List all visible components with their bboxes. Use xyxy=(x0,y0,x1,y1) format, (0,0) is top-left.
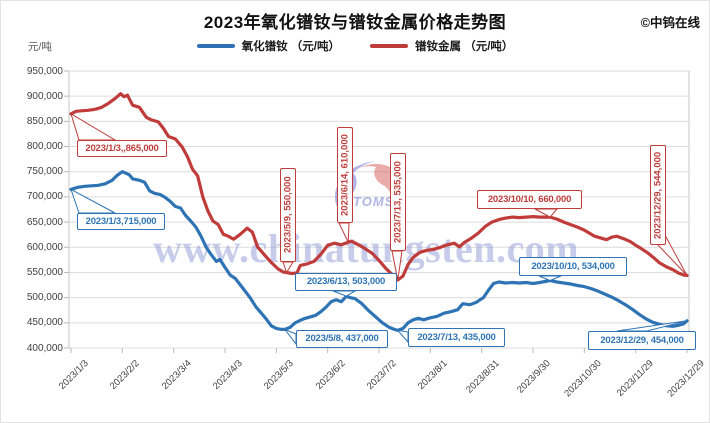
annotation-label: 2023/7/13, 535,000 xyxy=(390,153,406,251)
annotation-leader xyxy=(396,329,409,344)
annotation-leader xyxy=(282,261,294,274)
y-tick-label: 750,000 xyxy=(26,166,63,178)
copyright-label: ©中钨在线 xyxy=(640,16,700,30)
y-tick-label: 600,000 xyxy=(26,241,63,253)
annotation-label: 2023/5/8, 437,000 xyxy=(296,330,388,348)
plot-border xyxy=(68,70,690,349)
legend-line-swatch xyxy=(370,44,408,48)
chart-title: 2023年氧化镨钕与镨钕金属价格走势图 xyxy=(203,13,507,32)
annotation-label: 2023/12/29, 454,000 xyxy=(588,331,696,350)
y-tick-label: 400,000 xyxy=(26,342,63,354)
y-tick-label: 500,000 xyxy=(26,292,63,304)
annotation-label: 2023/6/13, 503,000 xyxy=(295,273,397,291)
annotation-label: 2023/10/10, 534,000 xyxy=(519,257,627,276)
y-tick-label: 700,000 xyxy=(26,191,63,203)
legend-label: 镨钕金属 （元/吨） xyxy=(415,41,514,53)
annotation-label: 2023/1/3,715,000 xyxy=(77,213,165,230)
legend-item-oxide: 氧化镨钕 （元/吨） xyxy=(196,38,340,54)
annotation-label: 2023/1/3,,865,000 xyxy=(77,140,167,157)
annotation-label: 2023/10/10, 660,000 xyxy=(477,190,582,209)
legend-item-metal: 镨钕金属 （元/吨） xyxy=(370,38,513,54)
logo-text: TOMS xyxy=(353,194,394,209)
annotation-leader xyxy=(332,290,357,297)
legend-label: 氧化镨钕 （元/吨） xyxy=(241,41,340,53)
annotation-label: 2023/12/29, 544,000 xyxy=(650,145,666,245)
annotation-label: 2023/7/13, 435,000 xyxy=(408,328,505,347)
annotation-leader xyxy=(538,275,562,282)
annotation-label: 2023/5/9, 550,000 xyxy=(280,168,296,262)
series-line-metal xyxy=(69,92,689,282)
y-tick-label: 800,000 xyxy=(26,141,63,153)
annotation-leader xyxy=(534,208,559,218)
y-tick-label: 550,000 xyxy=(26,266,63,278)
annotation-leader xyxy=(283,328,297,346)
annotation-leader xyxy=(391,250,403,281)
y-tick-label: 900,000 xyxy=(26,90,63,102)
series-line-oxide xyxy=(69,170,689,332)
legend-line-swatch xyxy=(196,44,235,48)
y-axis-unit-label: 元/吨 xyxy=(28,41,52,53)
legend: 氧化镨钕 （元/吨） 镨钕金属 （元/吨） xyxy=(1,38,709,54)
y-tick-label: 650,000 xyxy=(26,216,63,228)
y-tick-label: 950,000 xyxy=(26,65,63,77)
y-tick-label: 850,000 xyxy=(26,115,63,127)
annotation-label: 2023/6/14, 610,000 xyxy=(337,127,353,223)
annotation-leader xyxy=(70,188,116,214)
annotation-leader xyxy=(338,222,350,243)
annotation-leader xyxy=(70,112,117,141)
y-tick-label: 450,000 xyxy=(26,317,63,329)
